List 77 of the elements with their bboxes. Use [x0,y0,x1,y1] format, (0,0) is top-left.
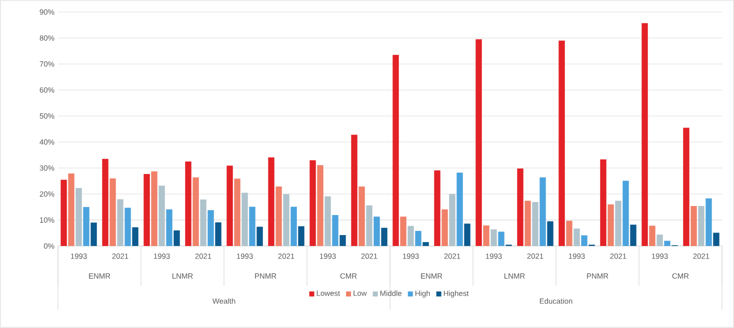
bar [200,199,206,246]
bar [622,180,629,246]
bar [324,196,331,246]
bar [400,216,406,246]
bar [683,128,690,246]
bar [351,134,358,246]
bar [483,225,490,246]
bar [76,188,82,246]
bar [566,220,572,246]
bar [698,206,704,246]
bar [600,159,606,246]
bar [449,194,456,246]
bar [574,228,580,246]
bar [158,186,165,246]
bar [690,206,697,246]
bar [656,234,663,246]
bar [581,235,588,246]
bar [649,226,656,246]
bar [608,204,614,246]
bar [83,206,90,246]
bar [381,228,388,246]
bar [283,194,290,246]
bar [192,177,199,246]
bar [124,208,131,246]
bar [340,235,346,246]
bar [332,215,338,246]
bar [185,161,192,246]
bar [630,224,636,246]
bar [110,178,116,246]
bar [60,180,67,246]
bar [317,165,324,246]
bar [498,232,504,246]
bar [298,226,304,246]
bar [68,173,74,246]
bar [476,39,482,246]
bar [215,222,222,246]
bar [256,226,263,246]
bar [706,198,712,246]
bar [268,157,274,246]
bar [234,178,240,246]
bar [392,54,399,246]
bar [208,210,214,246]
bar [90,222,97,246]
bar [615,200,622,246]
bar [310,160,316,246]
bar [249,206,256,246]
bar [366,205,372,246]
bar [540,177,546,246]
bar [132,227,138,246]
bar [290,206,297,246]
bar [374,216,380,246]
bar [166,209,172,246]
bar [558,40,565,246]
bar [242,192,248,246]
bar [664,240,670,246]
bar [434,170,440,246]
bar [151,171,158,246]
bar [532,202,538,246]
bar [547,221,554,246]
bar [226,166,233,246]
bar [464,224,470,246]
bar [415,230,422,246]
bar [456,172,463,246]
bar [642,23,648,246]
bar [117,199,124,246]
bar [422,242,429,246]
bar [490,229,497,246]
bar [102,158,108,246]
bar [174,230,180,246]
bar [442,209,448,246]
bar [524,200,531,246]
bar [517,168,524,246]
bar [276,186,282,246]
bar [144,174,150,246]
bar [713,232,720,246]
bar [408,226,414,246]
bar [358,186,365,246]
